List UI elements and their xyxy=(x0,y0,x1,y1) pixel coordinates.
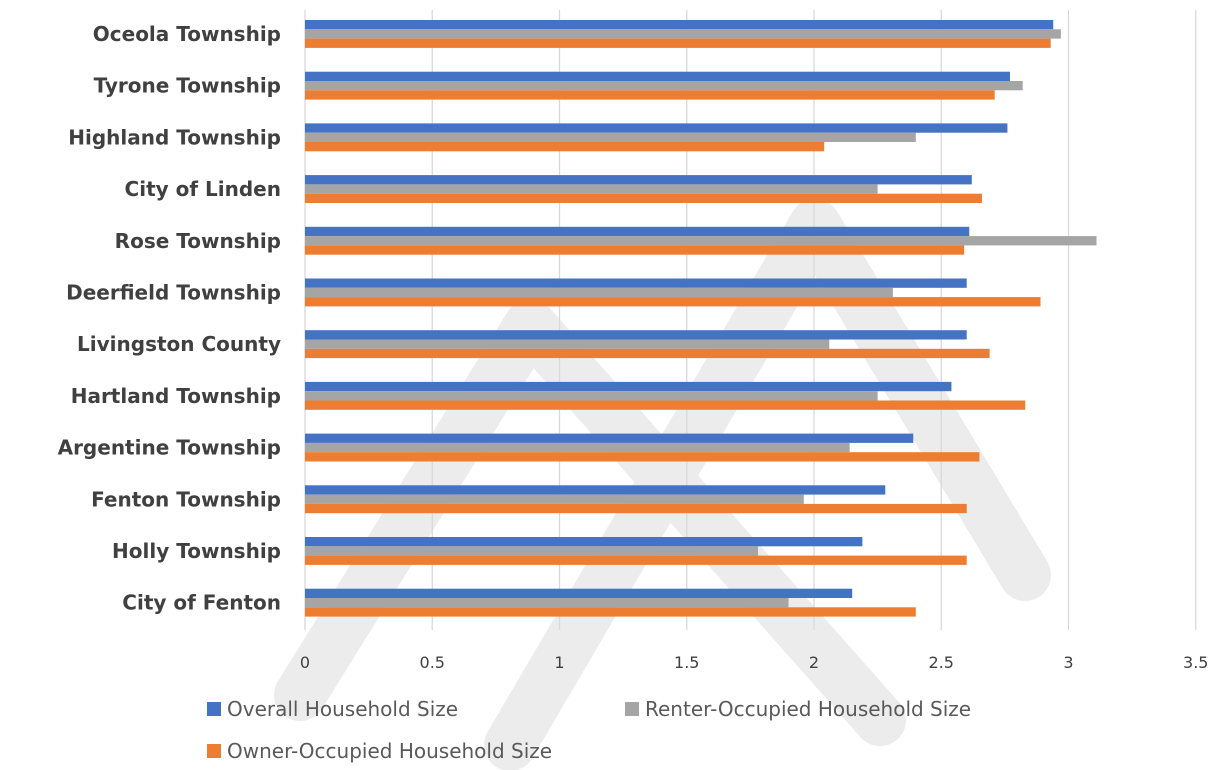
category-label: Hartland Township xyxy=(71,384,281,408)
category-label: City of Fenton xyxy=(122,591,281,615)
bar-renter-occupied-household-size xyxy=(305,29,1061,39)
legend-label: Renter-Occupied Household Size xyxy=(645,697,971,721)
bar-renter-occupied-household-size xyxy=(305,391,878,401)
bars xyxy=(305,20,1097,617)
bar-renter-occupied-household-size xyxy=(305,184,878,194)
x-tick-label: 1.5 xyxy=(674,653,699,672)
x-axis-tick-labels: 0 0.5 1 1.5 2 2.5 3 3.5 xyxy=(300,653,1209,672)
category-label: City of Linden xyxy=(125,177,281,201)
x-tick-label: 2.5 xyxy=(929,653,954,672)
bar-overall-household-size xyxy=(305,433,914,443)
category-label: Tyrone Township xyxy=(94,74,281,98)
bar-overall-household-size xyxy=(305,175,972,185)
bar-renter-occupied-household-size xyxy=(305,442,850,453)
bar-renter-occupied-household-size xyxy=(305,494,804,504)
bar-overall-household-size xyxy=(305,588,853,598)
bar-renter-occupied-household-size xyxy=(305,81,1023,91)
category-label: Highland Township xyxy=(68,125,281,149)
bar-renter-occupied-household-size xyxy=(305,287,893,298)
category-label: Fenton Township xyxy=(91,487,281,511)
legend-swatch xyxy=(625,702,639,716)
legend-label: Overall Household Size xyxy=(227,697,458,721)
bar-renter-occupied-household-size xyxy=(305,339,830,349)
bar-owner-occupied-household-size xyxy=(305,297,1041,307)
x-tick-label: 3.5 xyxy=(1183,653,1208,672)
category-label: Livingston County xyxy=(77,332,281,356)
x-tick-label: 1 xyxy=(554,653,564,672)
category-label: Holly Township xyxy=(112,539,281,563)
bar-owner-occupied-household-size xyxy=(305,555,967,565)
bar-owner-occupied-household-size xyxy=(305,400,1026,410)
bar-owner-occupied-household-size xyxy=(305,38,1051,48)
x-tick-label: 0 xyxy=(300,653,310,672)
bar-owner-occupied-household-size xyxy=(305,90,995,100)
bar-overall-household-size xyxy=(305,123,1008,133)
bar-owner-occupied-household-size xyxy=(305,142,825,152)
bar-owner-occupied-household-size xyxy=(305,245,965,255)
bar-overall-household-size xyxy=(305,20,1054,30)
category-labels: Oceola Township Tyrone Township Highland T… xyxy=(58,22,281,615)
bar-overall-household-size xyxy=(305,381,952,392)
bar-overall-household-size xyxy=(305,226,970,237)
legend: Overall Household Size Renter-Occupied Ho… xyxy=(207,697,971,763)
legend-swatch xyxy=(207,702,221,716)
bar-renter-occupied-household-size xyxy=(305,598,789,608)
legend-swatch xyxy=(207,744,221,758)
category-label: Deerfield Township xyxy=(66,280,281,304)
bar-overall-household-size xyxy=(305,330,967,340)
category-label: Argentine Township xyxy=(58,436,281,460)
bar-renter-occupied-household-size xyxy=(305,236,1097,246)
gridlines xyxy=(304,10,1197,630)
bar-owner-occupied-household-size xyxy=(305,607,916,617)
legend-label: Owner-Occupied Household Size xyxy=(227,739,552,763)
x-tick-label: 2 xyxy=(809,653,819,672)
bar-renter-occupied-household-size xyxy=(305,546,759,556)
bar-owner-occupied-household-size xyxy=(305,193,982,203)
x-tick-label: 0.5 xyxy=(420,653,445,672)
bar-owner-occupied-household-size xyxy=(305,348,990,359)
bar-overall-household-size xyxy=(305,537,863,547)
category-label: Rose Township xyxy=(115,229,281,253)
bar-overall-household-size xyxy=(305,278,967,288)
bar-owner-occupied-household-size xyxy=(305,503,967,514)
category-label: Oceola Township xyxy=(93,22,281,46)
bar-owner-occupied-household-size xyxy=(305,452,980,462)
x-tick-label: 3 xyxy=(1063,653,1073,672)
bar-renter-occupied-household-size xyxy=(305,132,916,142)
bar-overall-household-size xyxy=(305,71,1010,81)
bar-overall-household-size xyxy=(305,485,886,495)
